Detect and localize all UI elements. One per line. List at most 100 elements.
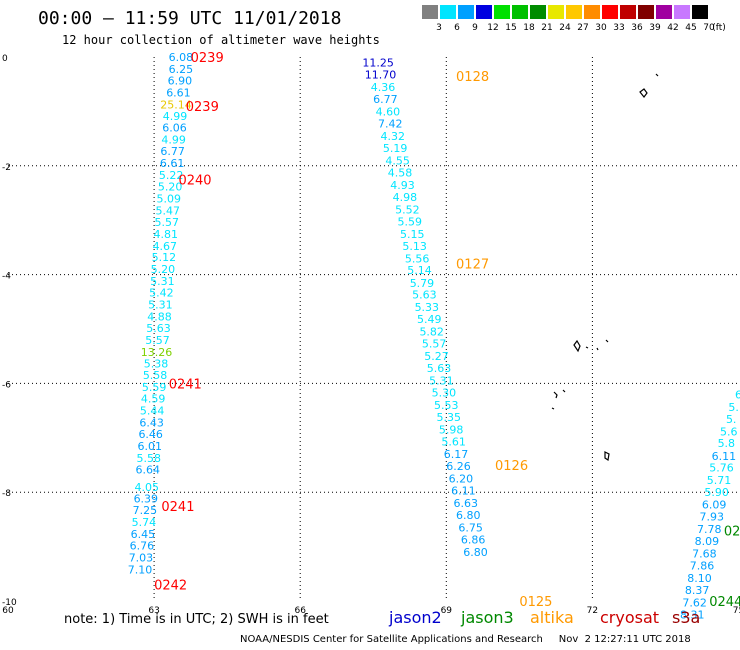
wave-height-value: 6.86 xyxy=(461,534,486,547)
wave-height-value: 5.8 xyxy=(718,437,736,450)
pass-time-label: 0127 xyxy=(456,258,489,273)
wave-height-value: 4.99 xyxy=(163,110,188,123)
pass-time-label: 0244 xyxy=(709,595,740,610)
wave-height-value: 5.63 xyxy=(427,362,452,375)
pass-time-label: 0239 xyxy=(191,51,224,66)
wave-height-value: 6.64 xyxy=(136,463,161,476)
wave-height-value: 5.82 xyxy=(419,326,444,339)
island-4 xyxy=(604,451,610,462)
wave-height-value: 6.06 xyxy=(162,122,187,135)
wave-height-value: 7.68 xyxy=(692,548,717,561)
wave-height-value: 5.22 xyxy=(159,169,184,182)
wave-height-value: 5.47 xyxy=(155,204,180,217)
wave-height-value: 5.59 xyxy=(142,381,167,394)
wave-height-value: 5.61 xyxy=(441,436,466,449)
lon-tick-label: 63 xyxy=(148,606,159,616)
legend-swatch xyxy=(692,5,708,19)
wave-height-value: 6.09 xyxy=(702,499,727,512)
wave-height-value: 5.30 xyxy=(432,387,457,400)
wave-height-value: 5.31 xyxy=(148,299,173,312)
wave-height-value: 5. xyxy=(728,401,739,414)
wave-height-value: 7.03 xyxy=(129,551,154,564)
wave-height-value: 6.80 xyxy=(456,509,481,522)
wave-height-value: 5.57 xyxy=(145,334,170,347)
wave-height-value: 5.59 xyxy=(398,215,423,228)
legend-swatch xyxy=(512,5,528,19)
pass-time-label: 0241 xyxy=(169,377,202,392)
legend-label: 24 xyxy=(559,23,571,33)
pass-time-label: 0126 xyxy=(495,459,528,474)
wave-height-value: 5.49 xyxy=(417,313,442,326)
wave-height-value: 5.79 xyxy=(410,277,435,290)
lon-tick-label: 69 xyxy=(441,606,453,616)
wave-height-value: 5.98 xyxy=(439,424,464,437)
wave-height-value: 5.38 xyxy=(144,357,169,370)
lat-tick-label: -2 xyxy=(2,163,11,173)
legend-label: 9 xyxy=(472,23,478,33)
wave-height-value: 5.58 xyxy=(136,452,161,465)
legend-label: 42 xyxy=(667,23,679,33)
lon-tick-label: 60 xyxy=(2,606,14,616)
wave-height-value: 6 xyxy=(735,388,740,401)
wave-height-value: 7.42 xyxy=(378,117,403,130)
wave-height-value: 5.56 xyxy=(405,252,430,265)
pass-time-label: 0242 xyxy=(154,579,187,594)
wave-height-value: 4.98 xyxy=(393,191,418,204)
island-3 xyxy=(551,389,566,410)
wave-height-value: 5. xyxy=(726,413,737,426)
wave-height-value: 6.17 xyxy=(444,448,469,461)
wave-height-value: 6.63 xyxy=(454,497,479,510)
legend-label: 12 xyxy=(487,23,499,33)
wave-height-value: 5.20 xyxy=(151,263,176,276)
wave-height-value: 6.39 xyxy=(134,493,159,506)
wave-height-value: 4.59 xyxy=(141,393,166,406)
wave-height-value: 6.26 xyxy=(446,460,471,473)
wave-height-value: 5.14 xyxy=(407,264,432,277)
satellite-tracks: 6.086.256.906.6125.144.996.064.996.776.6… xyxy=(128,51,740,622)
wave-height-value: 4.05 xyxy=(135,481,160,494)
wave-height-value: 8.37 xyxy=(685,584,710,597)
wave-height-value: 5.12 xyxy=(152,251,177,264)
legend-swatch xyxy=(422,5,438,19)
legend-label: 30 xyxy=(595,23,607,33)
wave-height-value: 7.86 xyxy=(690,560,715,573)
satellite-track: 11.2511.704.366.774.607.424.325.194.554.… xyxy=(362,56,552,610)
wave-height-value: 4.36 xyxy=(371,81,396,94)
wave-height-value: 4.67 xyxy=(153,240,178,253)
legend-label: 15 xyxy=(505,23,517,33)
lat-tick-label: 0 xyxy=(2,54,8,64)
wave-height-value: 5.31 xyxy=(429,375,454,388)
wave-height-value: 5.09 xyxy=(156,192,181,205)
wave-height-value: 5.27 xyxy=(424,350,449,363)
wave-height-value: 5.63 xyxy=(146,322,171,335)
wave-height-value: 6.46 xyxy=(138,428,163,441)
wave-height-value: 11.25 xyxy=(362,56,394,69)
wave-height-value: 6.61 xyxy=(160,157,185,170)
wave-height-value: 7.78 xyxy=(697,523,722,536)
wave-height-value: 6.61 xyxy=(166,86,191,99)
legend-swatch xyxy=(458,5,474,19)
wave-height-value: 13.26 xyxy=(141,346,173,359)
satellite-name: cryosat xyxy=(600,608,660,627)
wave-height-value: 6.08 xyxy=(169,51,194,64)
legend-label: 6 xyxy=(454,23,460,33)
wave-height-value: 4.88 xyxy=(147,310,172,323)
wave-height-value: 25.14 xyxy=(160,98,192,111)
map-subtitle: 12 hour collection of altimeter wave hei… xyxy=(62,33,380,47)
legend-label: 3 xyxy=(436,23,442,33)
wave-height-value: 6.25 xyxy=(169,63,194,76)
wave-height-value: 5.6 xyxy=(720,425,738,438)
legend-swatch xyxy=(548,5,564,19)
axis-ticks: 60 63 66 69 72 75 0 -2 -4 -6 -8 -10 xyxy=(2,54,740,616)
legend-label: 36 xyxy=(631,23,643,33)
pass-time-label: 0128 xyxy=(456,70,489,85)
legend-swatch xyxy=(620,5,636,19)
wave-height-value: 7.62 xyxy=(682,597,707,610)
lon-tick-label: 75 xyxy=(733,606,740,616)
wave-height-value: 6.80 xyxy=(463,546,488,559)
wave-height-value: 4.93 xyxy=(390,179,415,192)
wave-height-value: 8.09 xyxy=(695,535,720,548)
wave-height-value: 5.58 xyxy=(143,369,168,382)
wave-height-value: 5.57 xyxy=(422,338,447,351)
